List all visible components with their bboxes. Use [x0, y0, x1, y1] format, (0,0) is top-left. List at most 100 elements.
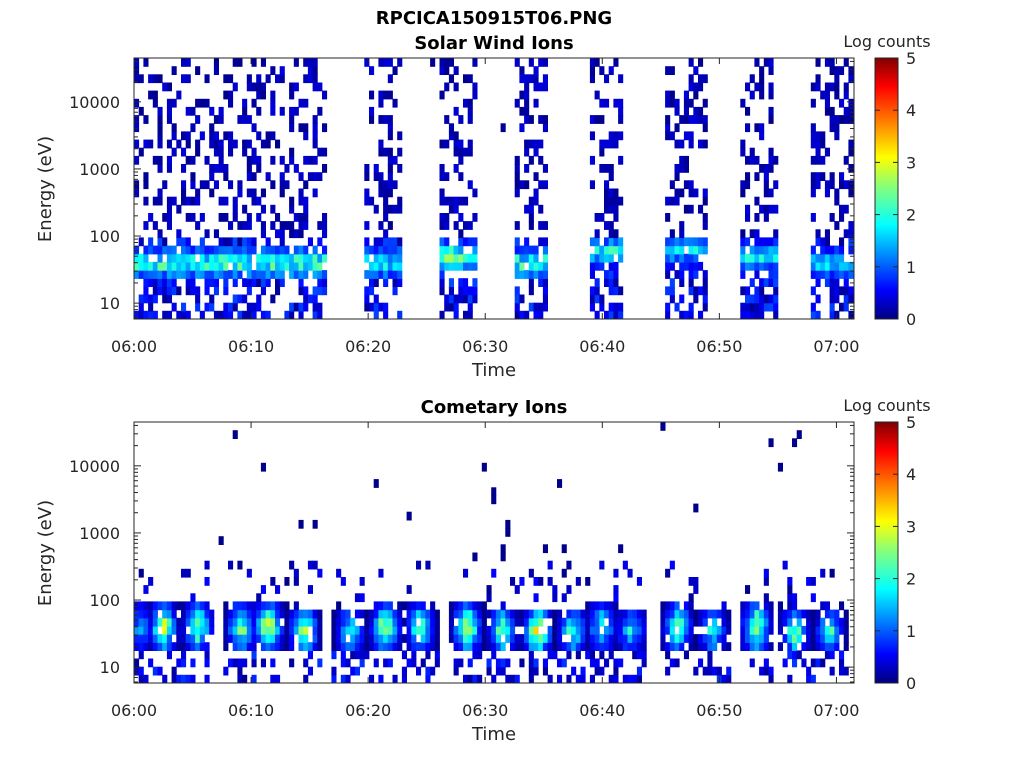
heatmap-cell [256, 131, 262, 141]
heatmap-cell [524, 253, 530, 263]
heatmap-cell [688, 286, 694, 296]
heatmap-cell [166, 155, 172, 165]
heatmap-cell [199, 253, 205, 263]
heatmap-cell [378, 270, 384, 279]
heatmap-cell [773, 245, 779, 255]
heatmap-cell [665, 617, 671, 627]
heatmap-cell [820, 642, 826, 651]
heatmap-cell [721, 609, 727, 619]
heatmap-cell [500, 544, 506, 554]
heatmap-cell [589, 74, 595, 84]
heatmap-cell [298, 245, 304, 255]
heatmap-cell [204, 658, 210, 668]
heatmap-cell [514, 294, 520, 304]
heatmap-cell [542, 115, 548, 124]
heatmap-cell [829, 650, 835, 660]
heatmap-cell [275, 278, 281, 287]
heatmap-cell [364, 164, 370, 173]
heatmap-cell [401, 674, 407, 683]
heatmap-cell [317, 106, 323, 116]
heatmap-cell [322, 253, 328, 263]
heatmap-cell [218, 536, 224, 545]
heatmap-cell [665, 196, 671, 206]
heatmap-cell [618, 658, 624, 668]
heatmap-cell [589, 302, 595, 312]
heatmap-cell [401, 601, 407, 611]
heatmap-cell [754, 642, 760, 651]
heatmap-cell [839, 253, 845, 263]
heatmap-cell [843, 204, 849, 214]
heatmap-cell [458, 147, 464, 157]
heatmap-cell [143, 172, 149, 181]
heatmap-cell [298, 270, 304, 279]
heatmap-cell [251, 278, 257, 287]
heatmap-cell [166, 642, 172, 651]
heatmap-cell [500, 552, 506, 562]
heatmap-cell [439, 196, 445, 206]
heatmap-cell [270, 98, 276, 108]
heatmap-cell [190, 261, 196, 271]
heatmap-cell [444, 172, 450, 181]
heatmap-cell [613, 585, 619, 594]
heatmap-cell [284, 617, 290, 627]
colorbar-tick-label: 2 [906, 570, 916, 589]
heatmap-cell [594, 634, 600, 643]
heatmap-cell [472, 552, 478, 562]
heatmap-cell [237, 634, 243, 643]
heatmap-cell [171, 123, 177, 133]
heatmap-cell [810, 180, 816, 190]
heatmap-cell [524, 139, 530, 149]
heatmap-cell [693, 82, 699, 92]
heatmap-cell [134, 98, 140, 108]
heatmap-cell [171, 245, 177, 255]
heatmap-cell [242, 139, 248, 149]
heatmap-cell [223, 245, 229, 255]
heatmap-cell [293, 568, 299, 578]
heatmap-cell [317, 253, 323, 263]
heatmap-cell [688, 245, 694, 255]
heatmap-cell [834, 270, 840, 279]
heatmap-cell [223, 286, 229, 296]
heatmap-cell [495, 617, 501, 627]
heatmap-cell [378, 601, 384, 611]
heatmap-cell [340, 634, 346, 643]
heatmap-cell [223, 196, 229, 206]
heatmap-cell [749, 229, 755, 239]
heatmap-cell [256, 213, 262, 222]
heatmap-cell [373, 237, 379, 247]
heatmap-cell [660, 422, 666, 431]
heatmap-cell [533, 196, 539, 206]
heatmap-cell [533, 302, 539, 312]
heatmap-cell [270, 270, 276, 279]
heatmap-cell [463, 98, 469, 108]
heatmap-cell [364, 270, 370, 279]
heatmap-cell [416, 642, 422, 651]
heatmap-cell [693, 286, 699, 296]
heatmap-cell [683, 601, 689, 611]
heatmap-cell [528, 270, 534, 279]
heatmap-cell [618, 106, 624, 116]
heatmap-cell [843, 302, 849, 312]
heatmap-cell [448, 58, 454, 67]
heatmap-cell [148, 139, 154, 149]
heatmap-cell [143, 115, 149, 124]
heatmap-cell [763, 593, 769, 603]
heatmap-cell [622, 609, 628, 619]
heatmap-cell [444, 58, 450, 67]
heatmap-cell [298, 261, 304, 271]
heatmap-cell [260, 90, 266, 100]
heatmap-cell [538, 617, 544, 627]
heatmap-cell [166, 278, 172, 287]
heatmap-cell [622, 642, 628, 651]
heatmap-cells-solar-wind [134, 58, 854, 319]
heatmap-cell [373, 270, 379, 279]
heatmap-cell [143, 609, 149, 619]
heatmap-cell [806, 609, 812, 619]
heatmap-cell [383, 658, 389, 668]
colorbar-tick-label: 0 [906, 674, 916, 693]
heatmap-cell [810, 213, 816, 222]
heatmap-cell [190, 123, 196, 133]
heatmap-cell [265, 642, 271, 651]
heatmap-cell [190, 634, 196, 643]
